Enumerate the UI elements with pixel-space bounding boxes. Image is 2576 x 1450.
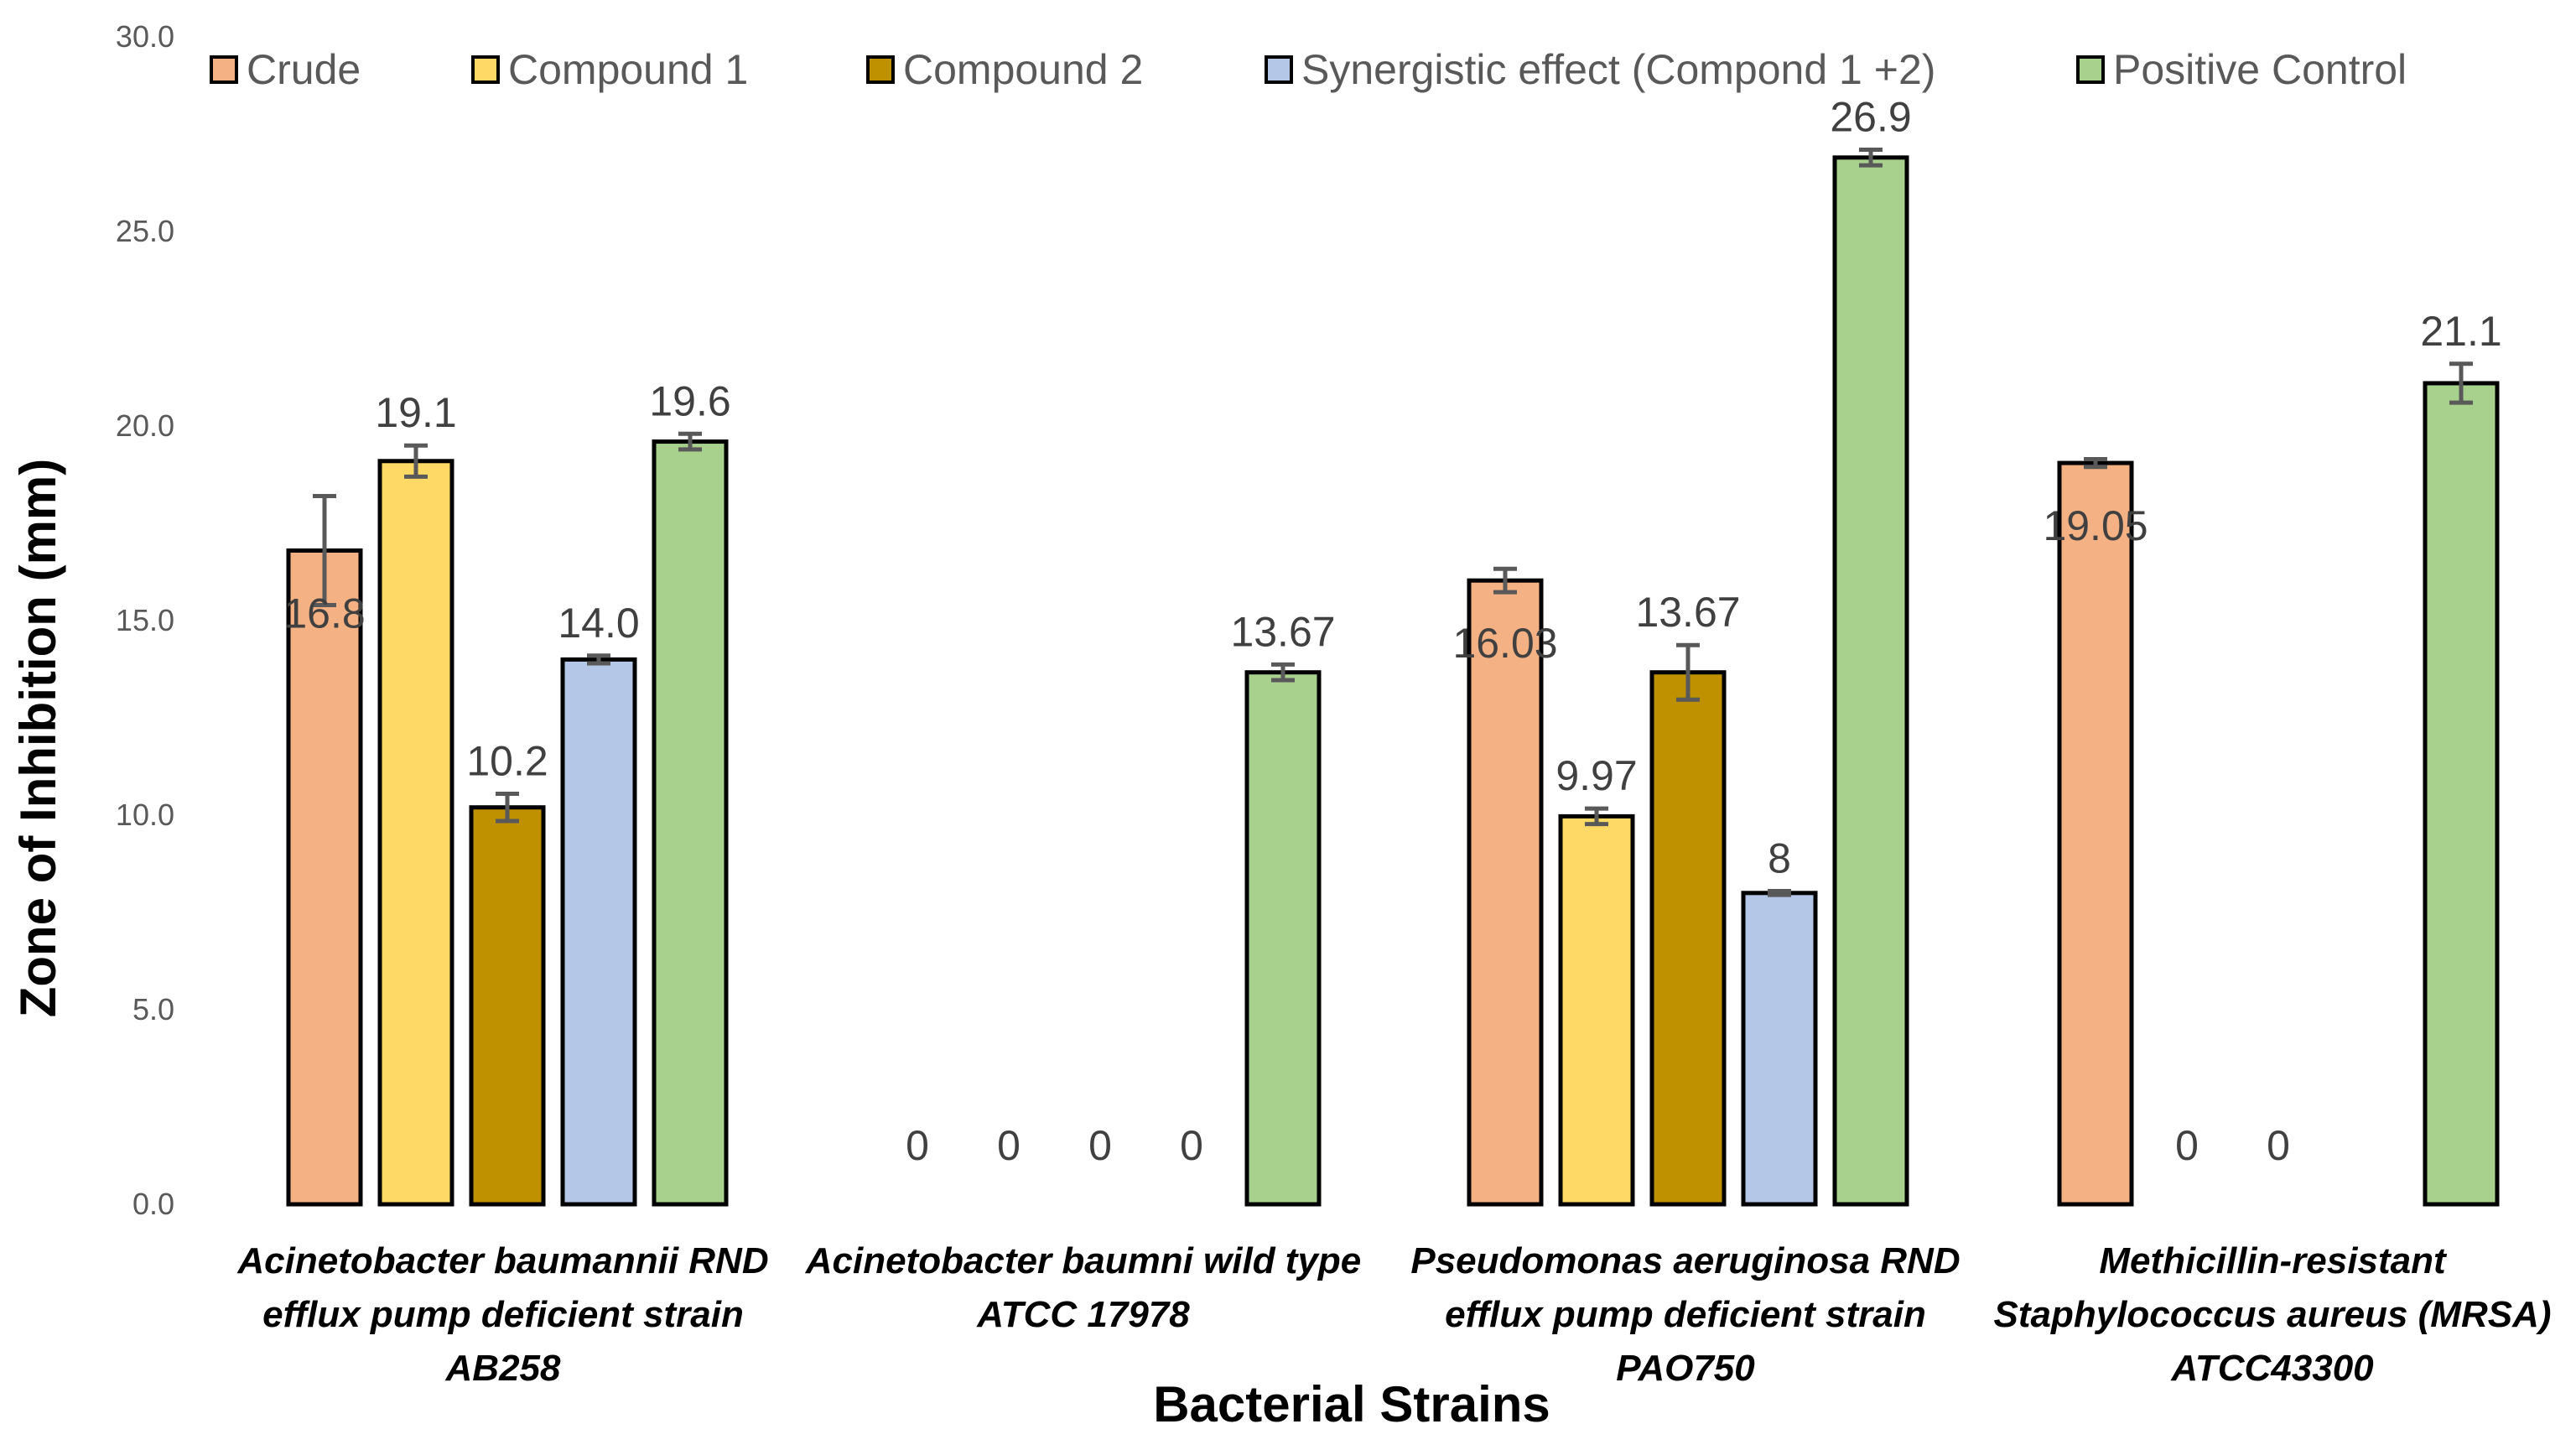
error-bar — [1493, 566, 1517, 595]
y-tick-label: 10.0 — [116, 798, 174, 832]
legend-swatch — [1265, 55, 1293, 84]
data-label: 0 — [1088, 1122, 1112, 1169]
data-label: 0 — [2175, 1122, 2199, 1169]
y-axis: 0.0 5.0 10.0 15.0 20.0 25.0 30.0 — [116, 19, 174, 1221]
bar — [1244, 670, 1322, 1207]
error-bars — [313, 148, 2473, 897]
data-label: 0 — [906, 1122, 929, 1169]
bar — [469, 805, 546, 1207]
legend-label: Crude — [247, 46, 361, 93]
data-label: 19.1 — [375, 389, 456, 436]
data-label: 9.97 — [1555, 752, 1637, 799]
y-tick-label: 25.0 — [116, 214, 174, 248]
x-category-label: Methicillin-resistant — [2099, 1240, 2448, 1281]
legend-swatch — [866, 55, 895, 84]
error-bar — [1585, 806, 1608, 827]
data-label: 19.05 — [2043, 502, 2148, 549]
data-label: 16.03 — [1452, 620, 1557, 667]
legend-item: Compound 2 — [866, 46, 1143, 93]
error-bar — [1859, 148, 1883, 168]
error-bar — [587, 653, 610, 666]
legend-label: Compound 1 — [508, 46, 748, 93]
legend-swatch — [2076, 55, 2105, 84]
legend-item: Positive Control — [2076, 46, 2407, 93]
error-bar — [496, 791, 519, 824]
bar — [1558, 813, 1635, 1207]
data-label: 0 — [2267, 1122, 2290, 1169]
data-label: 0 — [1180, 1122, 1203, 1169]
data-label: 16.8 — [283, 590, 365, 637]
error-bar — [2449, 361, 2473, 405]
bar — [1649, 670, 1727, 1207]
x-category-label: PAO750 — [1616, 1348, 1755, 1389]
bar — [2057, 460, 2134, 1207]
legend-label: Compound 2 — [903, 46, 1143, 93]
legend-item: Crude — [210, 46, 361, 93]
data-label: 0 — [997, 1122, 1021, 1169]
bar — [286, 548, 363, 1207]
legend-label: Synergistic effect (Compond 1 +2) — [1301, 46, 1935, 93]
x-category-label: Staphylococcus aureus (MRSA) — [1993, 1294, 2551, 1335]
data-label: 26.9 — [1830, 94, 1911, 141]
error-bar — [1271, 662, 1295, 683]
error-bar — [1676, 642, 1700, 702]
x-category-label: AB258 — [445, 1348, 561, 1389]
data-label: 19.6 — [649, 377, 730, 424]
y-tick-label: 20.0 — [116, 408, 174, 443]
x-category-label: Acinetobacter baumni wild type — [805, 1240, 1362, 1281]
x-category-label: Acinetobacter baumannii RND — [236, 1240, 768, 1281]
x-category-label: ATCC 17978 — [976, 1294, 1190, 1335]
data-label: 8 — [1768, 834, 1791, 881]
data-label: 21.1 — [2420, 308, 2501, 355]
x-axis: Acinetobacter baumannii RND efflux pump d… — [236, 1240, 2551, 1389]
x-category-label: ATCC43300 — [2170, 1348, 2374, 1389]
y-tick-label: 15.0 — [116, 603, 174, 637]
bar — [1832, 155, 1909, 1207]
data-label: 13.67 — [1230, 608, 1335, 655]
bar — [1741, 891, 1818, 1207]
legend-label: Positive Control — [2113, 46, 2407, 93]
y-tick-label: 5.0 — [132, 992, 174, 1026]
x-category-label: efflux pump deficient strain — [1445, 1294, 1926, 1335]
legend-swatch — [210, 55, 238, 84]
data-labels: 16.8 0 16.03 19.05 19.1 0 9.97 0 10.2 0 13.67 0 14.0… — [283, 94, 2501, 1169]
error-bar — [313, 494, 336, 607]
x-category-label: Pseudomonas aeruginosa RND — [1410, 1240, 1960, 1281]
y-axis-title: Zone of Inhibition (mm) — [10, 459, 66, 1018]
data-label: 14.0 — [558, 600, 639, 647]
legend-item: Synergistic effect (Compond 1 +2) — [1265, 46, 1935, 93]
data-label: 10.2 — [466, 737, 548, 784]
bar — [2423, 381, 2500, 1207]
x-category-label: efflux pump deficient strain — [262, 1294, 744, 1335]
bar — [377, 459, 454, 1207]
bar — [652, 439, 729, 1207]
error-bar — [404, 443, 428, 479]
error-bar — [2084, 456, 2107, 470]
y-tick-label: 0.0 — [132, 1187, 174, 1221]
error-bar — [678, 431, 702, 452]
x-axis-title: Bacterial Strains — [1153, 1376, 1550, 1432]
bar — [1467, 578, 1544, 1207]
bar — [560, 657, 637, 1207]
data-label: 13.67 — [1635, 589, 1740, 636]
error-bar — [1768, 888, 1791, 897]
y-tick-label: 30.0 — [116, 19, 174, 54]
legend-swatch — [471, 55, 500, 84]
legend-item: Compound 1 — [471, 46, 748, 93]
bars — [286, 155, 2500, 1207]
legend: Crude Compound 1 Compound 2 Synergistic eff… — [210, 46, 2407, 93]
